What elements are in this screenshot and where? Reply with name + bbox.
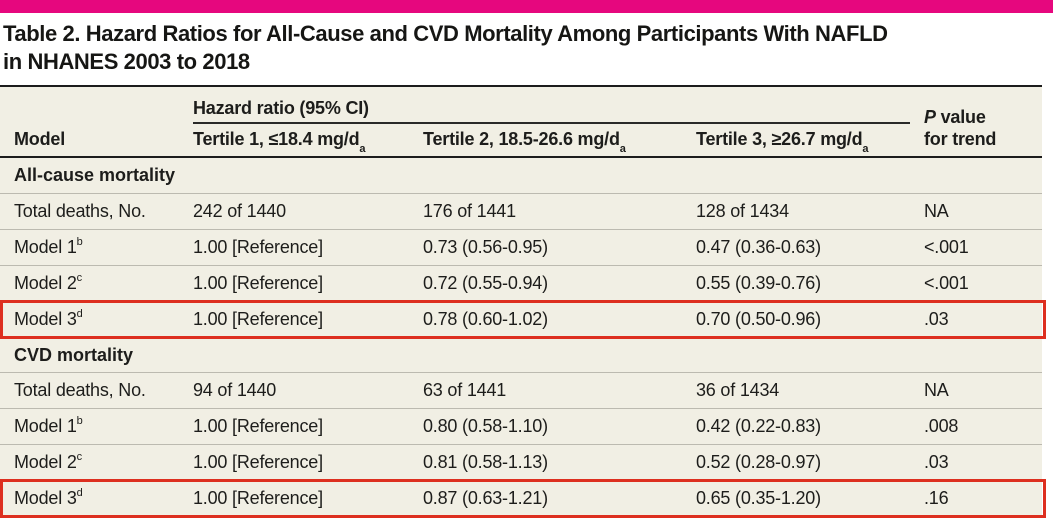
tertile-2-value: 63 of 1441 — [423, 380, 507, 400]
tertile-3-value: 0.42 (0.22-0.83) — [696, 416, 821, 436]
p-value: <.001 — [924, 237, 969, 257]
column-header-tertile-2: Tertile 2, 18.5-26.6 mg/d a — [423, 129, 626, 155]
tertile-1-value: 1.00 [Reference] — [193, 488, 323, 508]
tertile-1-value: 1.00 [Reference] — [193, 452, 323, 472]
table-row-cvd-total-deaths: Total deaths, No. 94 of 1440 63 of 1441 … — [0, 372, 1042, 408]
table-row-cvd-model-2: Model 2c 1.00 [Reference] 0.81 (0.58-1.1… — [0, 444, 1042, 480]
tertile-3-value: 128 of 1434 — [696, 201, 789, 221]
column-header-tertile-3: Tertile 3, ≥26.7 mg/d a — [696, 129, 869, 155]
table-title-line-1: Table 2. Hazard Ratios for All-Cause and… — [3, 21, 888, 46]
table-title: Table 2. Hazard Ratios for All-Cause and… — [0, 13, 1053, 82]
bottom-rule — [0, 516, 1042, 518]
column-header-model: Model — [14, 129, 65, 149]
header-body-rule — [0, 156, 1042, 158]
tertile-2-value: 0.81 (0.58-1.13) — [423, 452, 548, 472]
row-label: Model 2c — [14, 272, 82, 294]
row-label: Total deaths, No. — [14, 201, 146, 221]
section-header-cvd: CVD mortality — [0, 337, 1042, 372]
tertile-3-value: 0.55 (0.39-0.76) — [696, 273, 821, 293]
p-value: .16 — [924, 488, 949, 508]
pvalue-line-1: P value — [924, 107, 986, 127]
tertile-1-value: 1.00 [Reference] — [193, 273, 323, 293]
tertile-3-value: 0.70 (0.50-0.96) — [696, 309, 821, 329]
tertile-1-value: 1.00 [Reference] — [193, 237, 323, 257]
row-label: Model 3d — [14, 487, 83, 509]
table-row-allcause-model-3-highlighted: Model 3d 1.00 [Reference] 0.78 (0.60-1.0… — [0, 300, 1046, 339]
top-rule — [0, 85, 1042, 87]
p-value: .008 — [924, 416, 959, 436]
table-row-allcause-model-2: Model 2c 1.00 [Reference] 0.72 (0.55-0.9… — [0, 265, 1042, 301]
tertile-3-value: 0.65 (0.35-1.20) — [696, 488, 821, 508]
tertile-2-value: 0.87 (0.63-1.21) — [423, 488, 548, 508]
tertile-2-value: 0.73 (0.56-0.95) — [423, 237, 548, 257]
journal-brand-bar — [0, 0, 1053, 13]
tertile-2-value: 0.80 (0.58-1.10) — [423, 416, 548, 436]
p-value: NA — [924, 201, 949, 221]
p-value: .03 — [924, 309, 949, 329]
tertile-2-value: 0.72 (0.55-0.94) — [423, 273, 548, 293]
pvalue-line-2: for trend — [924, 129, 997, 149]
table-header: Hazard ratio (95% CI) P value for trend … — [0, 87, 1042, 156]
tertile-1-value: 1.00 [Reference] — [193, 416, 323, 436]
tertile-2-value: 176 of 1441 — [423, 201, 516, 221]
tertile-1-value: 1.00 [Reference] — [193, 309, 323, 329]
tertile-1-value: 242 of 1440 — [193, 201, 286, 221]
p-value: NA — [924, 380, 949, 400]
tertile-3-value: 0.47 (0.36-0.63) — [696, 237, 821, 257]
column-header-pvalue: P value for trend — [924, 87, 1042, 156]
p-value: .03 — [924, 452, 949, 472]
column-header-tertile-1: Tertile 1, ≤18.4 mg/d a — [193, 129, 366, 155]
row-label: Total deaths, No. — [14, 380, 146, 400]
header-spacer — [0, 87, 193, 124]
row-label: Model 1b — [14, 415, 83, 437]
tertile-3-value: 0.52 (0.28-0.97) — [696, 452, 821, 472]
column-group-header: Hazard ratio (95% CI) — [193, 87, 910, 124]
table-body: All-cause mortality Total deaths, No. 24… — [0, 158, 1046, 518]
table-row-cvd-model-1: Model 1b 1.00 [Reference] 0.80 (0.58-1.1… — [0, 408, 1042, 444]
tertile-3-value: 36 of 1434 — [696, 380, 780, 400]
table-title-line-2: in NHANES 2003 to 2018 — [3, 49, 250, 74]
section-header-all-cause: All-cause mortality — [0, 158, 1042, 193]
tertile-2-value: 0.78 (0.60-1.02) — [423, 309, 548, 329]
row-label: Model 2c — [14, 451, 82, 473]
table-row-allcause-total-deaths: Total deaths, No. 242 of 1440 176 of 144… — [0, 193, 1042, 229]
tertile-1-value: 94 of 1440 — [193, 380, 277, 400]
p-value: <.001 — [924, 273, 969, 293]
table-row-cvd-model-3-highlighted: Model 3d 1.00 [Reference] 0.87 (0.63-1.2… — [0, 479, 1046, 518]
row-label: Model 1b — [14, 236, 83, 258]
row-label: Model 3d — [14, 308, 83, 330]
hazard-ratio-table: Hazard ratio (95% CI) P value for trend … — [0, 85, 1046, 518]
table-row-allcause-model-1: Model 1b 1.00 [Reference] 0.73 (0.56-0.9… — [0, 229, 1042, 265]
